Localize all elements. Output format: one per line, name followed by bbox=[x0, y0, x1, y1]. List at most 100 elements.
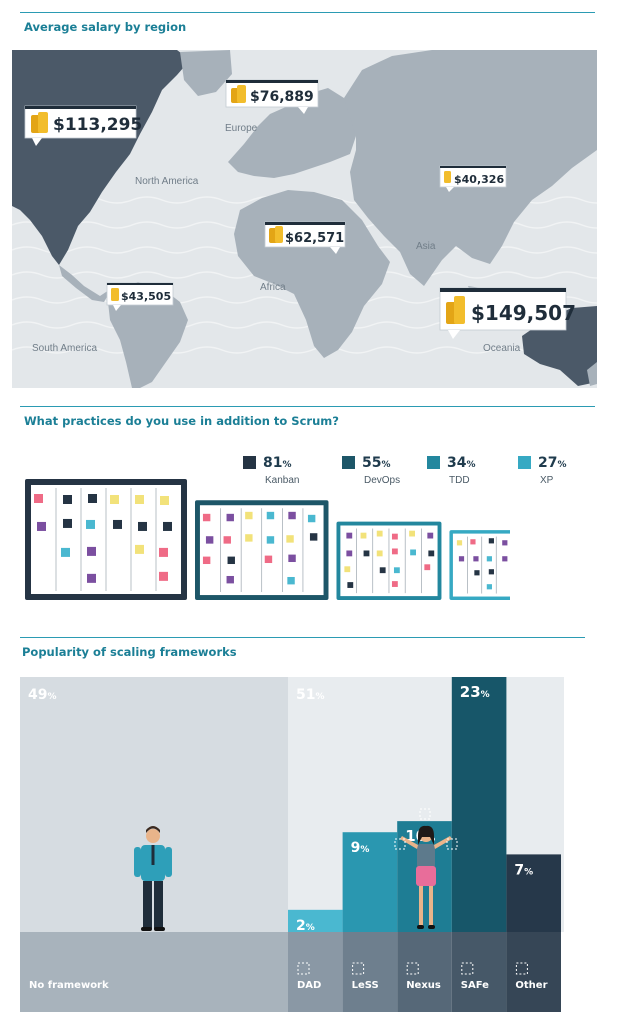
floating-framework-icon bbox=[446, 838, 458, 850]
floating-framework-icon bbox=[394, 838, 406, 850]
sticky-note bbox=[245, 511, 253, 520]
salary-callout-asia: $40,326 bbox=[439, 165, 507, 192]
bar-value-number: 7 bbox=[514, 862, 524, 878]
sticky-note bbox=[226, 575, 234, 584]
salary-oceania: $149,507 bbox=[471, 301, 576, 325]
coin-stack-icon bbox=[111, 288, 119, 301]
framework-icon bbox=[406, 962, 419, 975]
sticky-note bbox=[486, 584, 492, 590]
sticky-note bbox=[473, 556, 479, 562]
world-salary-map: North America Europe Asia Africa South A… bbox=[12, 50, 597, 388]
bar-value-label: 2% bbox=[296, 918, 315, 934]
sticky-note bbox=[135, 495, 144, 504]
sticky-note bbox=[138, 521, 147, 531]
board-surface bbox=[452, 533, 510, 597]
businesswoman-figure bbox=[394, 808, 458, 929]
coin-stack-icon bbox=[231, 85, 246, 103]
skirt bbox=[416, 866, 436, 886]
sticky-note bbox=[474, 570, 480, 576]
sticky-note bbox=[502, 556, 508, 562]
region-label-asia: Asia bbox=[416, 241, 436, 252]
salary-north-america: $113,295 bbox=[53, 115, 142, 135]
category-cell bbox=[506, 932, 561, 1012]
bar-value-label: 23% bbox=[460, 683, 490, 701]
legend-name: TDD bbox=[449, 475, 470, 486]
sticky-note bbox=[363, 550, 370, 557]
category-cell bbox=[397, 932, 452, 1012]
summary-percent: % bbox=[315, 692, 324, 702]
land-europe bbox=[228, 88, 356, 178]
sticky-note bbox=[87, 546, 96, 556]
framework-icon bbox=[297, 962, 310, 975]
left-leg bbox=[419, 886, 423, 926]
sticky-note bbox=[163, 521, 172, 531]
sticky-note bbox=[379, 567, 386, 574]
category-label: SAFe bbox=[461, 980, 489, 991]
bar-value-number: 23 bbox=[460, 683, 481, 701]
sticky-note bbox=[288, 511, 296, 520]
hair bbox=[418, 825, 434, 845]
bar-dad bbox=[288, 909, 343, 932]
sticky-note bbox=[456, 540, 463, 546]
category-label: DAD bbox=[297, 980, 321, 991]
salary-south-america: $43,505 bbox=[121, 290, 171, 303]
floating-framework-icon bbox=[419, 808, 431, 820]
sticky-note bbox=[502, 540, 508, 546]
sticky-note bbox=[376, 530, 383, 537]
scaling-section-title: Popularity of scaling frameworks bbox=[22, 645, 237, 659]
sticky-note bbox=[202, 513, 211, 522]
bar-safe bbox=[451, 677, 507, 932]
sticky-note bbox=[266, 536, 275, 544]
right-shoe bbox=[154, 927, 165, 931]
sticky-note bbox=[391, 581, 398, 587]
summary-number: 49 bbox=[28, 687, 47, 703]
section-rule-scaling bbox=[20, 637, 585, 638]
sticky-note bbox=[113, 519, 122, 529]
summary-percent: % bbox=[47, 692, 56, 702]
sticky-note bbox=[135, 544, 144, 554]
left-arm bbox=[134, 847, 141, 877]
bar-value-percent: % bbox=[360, 845, 369, 855]
sticky-note bbox=[110, 495, 119, 504]
salary-callout-north-america: $113,295 bbox=[24, 105, 142, 146]
framework-icon bbox=[352, 962, 365, 975]
region-label-europe: Europe bbox=[225, 123, 258, 134]
sticky-note bbox=[205, 536, 214, 544]
region-label-africa: Africa bbox=[260, 282, 286, 293]
practice-board-tdd bbox=[336, 521, 442, 600]
category-cell bbox=[342, 932, 398, 1012]
top bbox=[417, 844, 435, 868]
summary-number: 51 bbox=[296, 687, 315, 703]
sticky-note bbox=[226, 513, 234, 522]
salary-europe: $76,889 bbox=[250, 89, 314, 105]
salary-callout-south-america: $43,505 bbox=[106, 282, 174, 311]
left-shoe bbox=[417, 925, 424, 929]
sticky-note bbox=[34, 494, 43, 503]
coin-stack-icon bbox=[269, 226, 283, 243]
region-label-oceania: Oceania bbox=[483, 343, 521, 354]
coin-stack-icon bbox=[446, 296, 465, 324]
category-cell bbox=[20, 932, 288, 1012]
bar-value-number: 9 bbox=[351, 840, 361, 856]
sticky-note bbox=[360, 532, 367, 539]
practice-boards-illustration bbox=[25, 479, 510, 600]
sticky-note bbox=[347, 582, 354, 588]
sticky-note bbox=[307, 514, 316, 523]
legend-name: DevOps bbox=[364, 475, 401, 486]
sticky-note bbox=[488, 569, 494, 575]
sticky-note bbox=[159, 571, 168, 581]
sticky-note bbox=[486, 556, 492, 562]
sticky-note bbox=[458, 556, 465, 562]
sticky-note bbox=[63, 518, 72, 528]
coin-stack-icon bbox=[444, 171, 451, 183]
businessman-figure bbox=[134, 826, 172, 931]
land-south-america bbox=[108, 282, 188, 388]
category-cell bbox=[451, 932, 507, 1012]
land-greenland bbox=[180, 50, 232, 96]
category-cell bbox=[288, 932, 343, 1012]
sticky-note bbox=[245, 534, 253, 542]
bar-value-label: 7% bbox=[514, 862, 533, 878]
region-label-south-america: South America bbox=[32, 343, 97, 354]
land-new-zealand bbox=[587, 362, 597, 386]
sticky-note bbox=[488, 538, 494, 544]
